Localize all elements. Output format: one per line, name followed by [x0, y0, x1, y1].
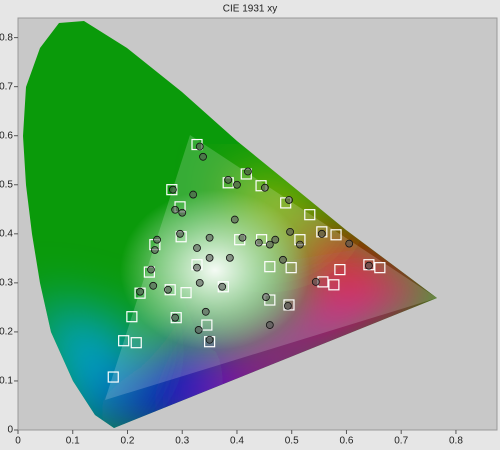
- measured-point: [205, 233, 214, 242]
- y-tick-label: 0.2: [0, 327, 13, 338]
- measured-point: [193, 244, 201, 252]
- target-point: [328, 279, 340, 291]
- x-tick-label: 0: [15, 436, 21, 447]
- measured-point: [244, 167, 252, 176]
- chart-title: CIE 1931 xy: [223, 4, 277, 15]
- target-point: [166, 184, 178, 196]
- target-point: [180, 287, 192, 299]
- target-point: [334, 264, 346, 276]
- measured-point: [195, 142, 204, 151]
- measured-point: [262, 293, 270, 301]
- x-tick-label: 0.8: [449, 436, 463, 447]
- target-point: [283, 299, 295, 311]
- measured-point: [201, 307, 210, 316]
- measured-point: [254, 238, 263, 247]
- measured-point: [153, 235, 161, 244]
- measured-point: [149, 281, 158, 290]
- measured-point: [283, 302, 292, 310]
- x-tick-label: 0.6: [340, 436, 354, 447]
- x-tick-label: 0.2: [121, 436, 135, 447]
- target-point: [118, 335, 130, 347]
- x-tick-label: 0.1: [66, 436, 80, 447]
- measured-point: [230, 215, 239, 224]
- measured-point: [136, 287, 144, 296]
- measured-point: [171, 205, 180, 214]
- target-point: [126, 311, 138, 323]
- measured-point: [286, 227, 294, 236]
- y-tick-label: 0.1: [0, 376, 13, 387]
- measured-point: [365, 261, 373, 270]
- measured-point: [189, 190, 198, 199]
- target-point: [374, 262, 386, 274]
- measured-point: [199, 152, 207, 161]
- measured-point: [193, 263, 201, 272]
- target-point: [107, 371, 119, 383]
- target-point: [201, 319, 213, 331]
- x-tick-label: 0.4: [230, 436, 244, 447]
- y-tick-label: 0: [7, 425, 13, 436]
- measured-point: [225, 253, 234, 262]
- measured-point: [164, 285, 172, 294]
- measured-point: [176, 229, 184, 238]
- measured-point: [218, 282, 227, 291]
- measured-point: [178, 208, 187, 217]
- measured-point: [271, 235, 280, 244]
- measured-point: [311, 277, 320, 286]
- measured-point: [224, 175, 233, 184]
- measured-point: [260, 183, 269, 192]
- measured-point: [238, 233, 247, 242]
- measured-point: [205, 253, 214, 262]
- measured-point: [296, 240, 304, 249]
- measured-point: [150, 246, 159, 254]
- measured-point: [265, 240, 274, 249]
- target-point: [217, 281, 229, 293]
- target-point: [330, 229, 342, 241]
- y-tick-label: 0.4: [0, 228, 13, 239]
- target-point: [264, 261, 276, 273]
- measured-point: [317, 229, 326, 238]
- y-tick-label: 0.8: [0, 32, 13, 43]
- y-tick-label: 0.6: [0, 130, 13, 141]
- measured-point: [147, 265, 155, 274]
- measured-point: [345, 239, 354, 248]
- x-tick-label: 0.3: [175, 436, 189, 447]
- measured-point: [279, 255, 287, 264]
- measured-point: [205, 335, 214, 344]
- target-point: [304, 209, 316, 221]
- measured-point: [285, 196, 293, 204]
- measured-point: [195, 278, 204, 287]
- target-point: [363, 259, 375, 271]
- measured-point: [169, 185, 177, 194]
- y-tick-label: 0.7: [0, 81, 13, 92]
- measured-point: [265, 321, 274, 329]
- target-point: [130, 337, 142, 349]
- y-tick-label: 0.3: [0, 277, 13, 288]
- x-tick-label: 0.5: [285, 436, 299, 447]
- y-tick-label: 0.5: [0, 179, 13, 190]
- x-tick-label: 0.7: [394, 436, 408, 447]
- measured-point: [171, 313, 180, 322]
- measured-point: [194, 326, 203, 334]
- measured-point: [233, 180, 241, 189]
- target-point: [170, 312, 182, 324]
- target-point: [285, 262, 297, 274]
